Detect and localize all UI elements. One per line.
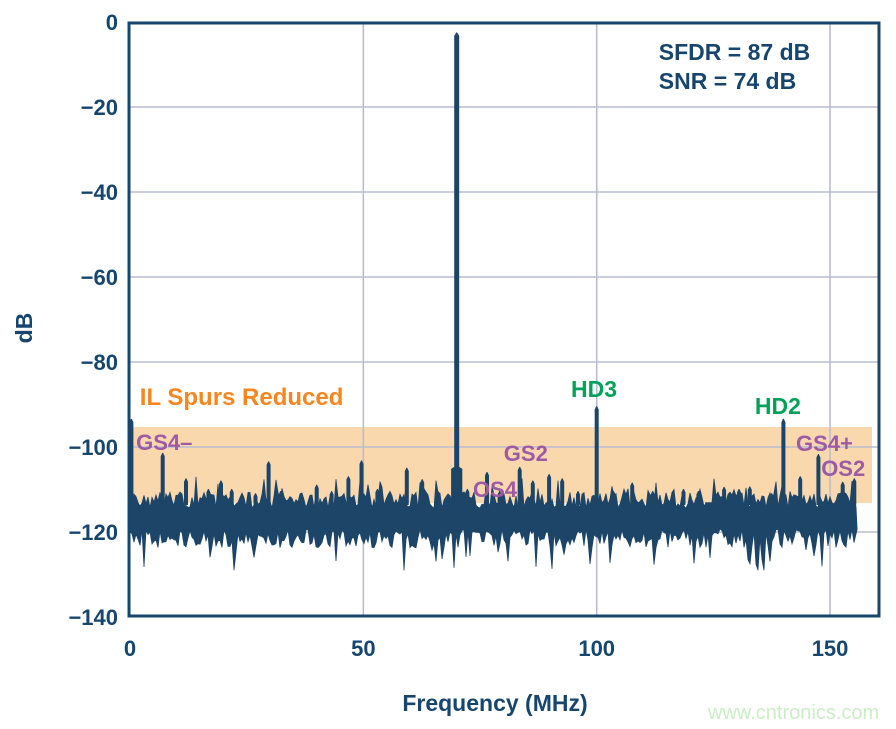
spur: [346, 476, 351, 505]
spur-HD2: [781, 418, 786, 505]
x-axis-title: Frequency (MHz): [402, 690, 587, 716]
spur: [547, 474, 552, 505]
annotation-gs4–: GS4–: [136, 430, 192, 455]
spur: [681, 488, 686, 505]
spur: [465, 488, 470, 505]
spur: [722, 486, 727, 505]
spur: [375, 488, 380, 505]
spur: [650, 491, 655, 505]
spur: [219, 480, 223, 505]
y-axis-title: dB: [11, 313, 37, 344]
spur: [436, 491, 440, 505]
annotation-os4: OS4: [473, 477, 518, 502]
spur: [420, 479, 425, 505]
spur-OS2: [840, 481, 845, 505]
spur: [769, 493, 774, 505]
spur: [404, 467, 409, 505]
y-tick-label--140: −140: [68, 605, 118, 630]
x-tick-label-100: 100: [578, 636, 615, 661]
spur-GS4+: [816, 454, 821, 505]
x-tick-label-150: 150: [812, 636, 849, 661]
spur: [696, 491, 701, 505]
y-tick-label--100: −100: [68, 435, 118, 460]
y-tick-label--40: −40: [81, 180, 118, 205]
annotation-snr-=-74-db: SNR = 74 dB: [659, 68, 796, 94]
spur: [314, 484, 319, 505]
annotation-hd3: HD3: [571, 376, 617, 402]
y-tick-label--80: −80: [81, 350, 118, 375]
y-tick-label-0: 0: [106, 10, 118, 35]
annotation-gs4+: GS4+: [796, 431, 853, 456]
y-axis-tick-labels: 0 −20 −40 −60 −80 −100 −120 −140: [68, 10, 118, 630]
spur: [611, 491, 616, 505]
plot-border: [127, 21, 881, 618]
spur-OS4: [485, 471, 489, 505]
spur: [184, 478, 188, 505]
annotation-os2: OS2: [821, 456, 865, 481]
spur: [497, 491, 502, 505]
spur: [747, 486, 752, 505]
y-tick-label--60: −60: [81, 265, 118, 290]
x-tick-label-50: 50: [351, 636, 375, 661]
spur: [630, 482, 635, 505]
chart-annotations: IL Spurs Reduced GS4– OS4 GS2 HD3 HD2 GS4+OS2 S…: [136, 39, 865, 502]
spur-GS4–: [160, 452, 165, 505]
spur: [736, 488, 742, 505]
spur: [530, 480, 535, 505]
spur-HD3: [594, 406, 599, 505]
spur: [852, 478, 857, 505]
spur: [130, 418, 134, 505]
annotation-il-spurs-reduced: IL Spurs Reduced: [140, 384, 344, 411]
y-tick-label--20: −20: [81, 95, 118, 120]
spur: [359, 460, 364, 505]
spur: [798, 476, 803, 505]
watermark: www.cntronics.com: [707, 702, 879, 724]
fundamental-tone: [454, 32, 460, 505]
spur-GS2: [517, 466, 522, 505]
spur: [229, 488, 234, 505]
annotation-sfdr-=-87-db: SFDR = 87 dB: [659, 39, 810, 65]
spur: [560, 478, 565, 505]
y-tick-label--120: −120: [68, 520, 118, 545]
spectrum-trace: [130, 32, 858, 571]
x-tick-label-0: 0: [124, 636, 136, 661]
noise-floor: [130, 476, 858, 571]
spur: [253, 493, 258, 505]
spur: [575, 491, 581, 505]
spur: [206, 488, 211, 505]
spur: [278, 491, 283, 505]
spur: [329, 491, 334, 505]
x-axis-tick-labels: 0 50 100 150: [124, 636, 849, 661]
annotation-hd2: HD2: [755, 393, 801, 419]
annotation-gs2: GS2: [504, 441, 548, 466]
spur: [266, 461, 271, 505]
